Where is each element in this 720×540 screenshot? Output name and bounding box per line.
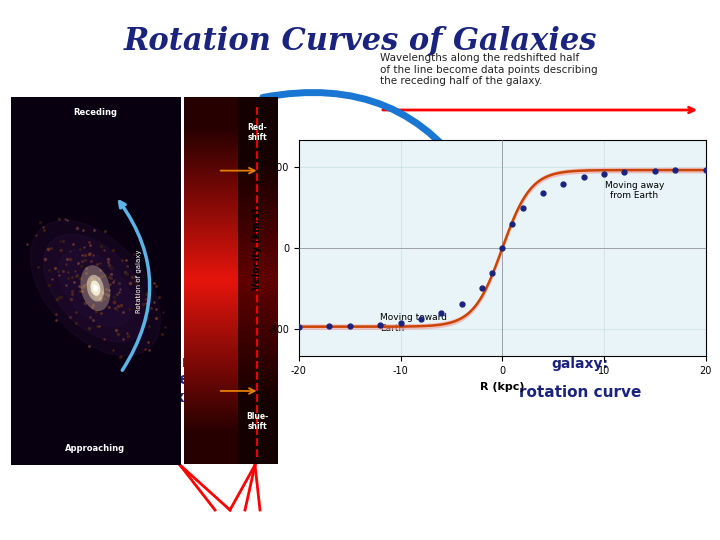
Text: Rotation Curves of Galaxies: Rotation Curves of Galaxies xyxy=(123,25,597,56)
Text: Red-
shift: Red- shift xyxy=(248,123,267,143)
Text: Moving away
from Earth: Moving away from Earth xyxy=(605,181,664,200)
Polygon shape xyxy=(44,234,147,342)
Polygon shape xyxy=(58,249,132,327)
Polygon shape xyxy=(30,220,161,356)
Text: Plot of rotational velocity vs.
distance from the center of the
galaxy:: Plot of rotational velocity vs. distance… xyxy=(457,325,703,372)
Ellipse shape xyxy=(93,285,98,292)
X-axis label: R (kpc): R (kpc) xyxy=(480,382,524,392)
Text: Approaching: Approaching xyxy=(66,444,125,454)
Y-axis label: Velocity (km/s): Velocity (km/s) xyxy=(252,207,261,289)
Ellipse shape xyxy=(86,275,104,301)
Text: Blue-
shift: Blue- shift xyxy=(246,412,269,431)
Text: → infer rotational velocity: → infer rotational velocity xyxy=(451,300,629,314)
Text: Moving toward
Earth: Moving toward Earth xyxy=(380,313,447,333)
Ellipse shape xyxy=(91,280,100,296)
Text: Wavelengths along the redshifted half
of the line become data points describing
: Wavelengths along the redshifted half of… xyxy=(380,53,598,86)
Text: rotation curve: rotation curve xyxy=(519,385,642,400)
Text: Observe frequency
of spectral lines
across a galaxy.: Observe frequency of spectral lines acro… xyxy=(49,355,212,405)
Text: From blue / red shift of spectral
lines across the galaxy: From blue / red shift of spectral lines … xyxy=(391,265,689,304)
Ellipse shape xyxy=(81,265,110,311)
Text: Rotation of galaxy: Rotation of galaxy xyxy=(136,249,143,313)
Text: Receding: Receding xyxy=(73,108,117,117)
